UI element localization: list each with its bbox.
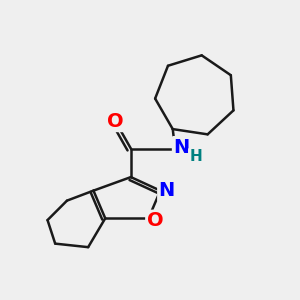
Text: O: O (107, 112, 124, 130)
Text: H: H (189, 149, 202, 164)
Text: N: N (159, 181, 175, 200)
Text: N: N (173, 138, 190, 157)
Text: O: O (147, 211, 163, 230)
